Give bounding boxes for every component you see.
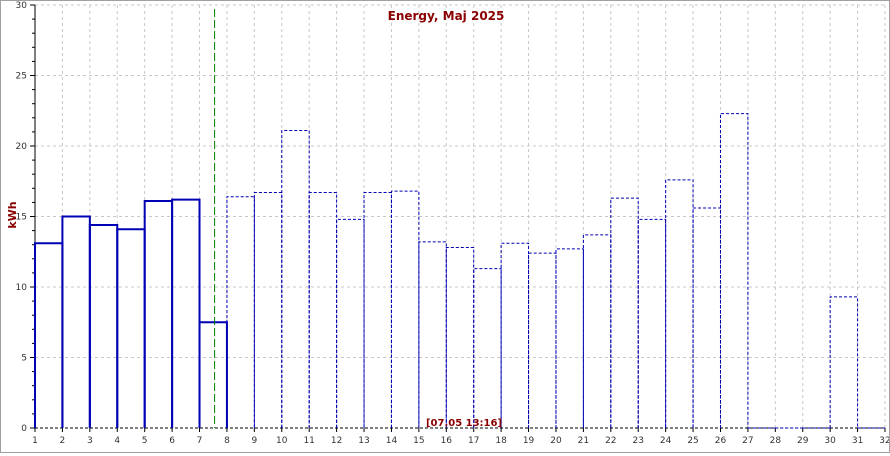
bar-estimate <box>473 268 502 428</box>
x-tick-label: 20 <box>550 436 562 446</box>
x-tick-label: 19 <box>523 436 535 446</box>
bar-actual <box>61 215 91 428</box>
chart-title: Energy, Maj 2025 <box>388 9 505 23</box>
x-tick-label: 22 <box>605 436 616 446</box>
y-tick-label: 25 <box>16 72 27 82</box>
x-tick-label: 14 <box>386 436 398 446</box>
x-tick-label: 7 <box>197 436 203 446</box>
current-time-label: [07.05 13:16] <box>426 418 502 429</box>
bar-estimate <box>719 113 749 428</box>
x-tick-label: 15 <box>413 436 424 446</box>
x-tick-label: 21 <box>578 436 589 446</box>
x-tick-label: 11 <box>303 436 314 446</box>
bar-estimate <box>582 234 612 428</box>
bar-estimate <box>829 296 859 428</box>
x-tick-label: 12 <box>331 436 342 446</box>
x-tick-label: 6 <box>169 436 175 446</box>
x-tick-label: 9 <box>251 436 257 446</box>
y-tick-label: 10 <box>16 283 28 293</box>
x-tick-label: 32 <box>879 436 889 446</box>
x-tick-label: 17 <box>468 436 479 446</box>
x-tick-label: 16 <box>441 436 453 446</box>
y-tick-label: 15 <box>16 213 27 223</box>
bar-estimate <box>363 192 392 428</box>
bar-estimate <box>336 218 365 428</box>
bar-estimate <box>555 248 584 428</box>
bar-estimate <box>390 190 420 428</box>
bar-estimate <box>665 179 694 428</box>
y-tick-label: 20 <box>16 142 28 152</box>
bar-actual <box>171 198 201 428</box>
x-tick-label: 13 <box>358 436 369 446</box>
x-tick-label: 28 <box>770 436 782 446</box>
bar-estimate <box>281 129 310 428</box>
x-tick-label: 24 <box>660 436 672 446</box>
y-tick-label: 5 <box>21 354 27 364</box>
bar-estimate <box>418 241 447 428</box>
bar-layer <box>34 113 885 429</box>
x-tick-label: 23 <box>632 436 643 446</box>
bar-estimate <box>253 192 283 428</box>
bar-actual <box>88 223 119 428</box>
bar-estimate <box>692 207 721 428</box>
x-tick-label: 2 <box>60 436 66 446</box>
x-tick-label: 26 <box>715 436 727 446</box>
bar-estimate <box>637 218 667 428</box>
x-tick-label: 30 <box>824 436 836 446</box>
x-tick-label: 10 <box>276 436 288 446</box>
x-tick-label: 4 <box>114 436 120 446</box>
x-tick-label: 25 <box>687 436 698 446</box>
y-axis-label: kWh <box>6 201 19 228</box>
x-tick-label: 27 <box>742 436 753 446</box>
x-tick-label: 18 <box>495 436 507 446</box>
grid-layer <box>35 4 886 428</box>
y-tick-label: 30 <box>16 1 28 11</box>
x-tick-label: 1 <box>32 436 38 446</box>
x-tick-label: 5 <box>142 436 148 446</box>
bar-actual <box>34 242 64 428</box>
bar-estimate <box>610 197 639 428</box>
x-tick-label: 3 <box>87 436 93 446</box>
bar-actual <box>143 199 174 428</box>
bar-estimate <box>226 196 255 428</box>
x-tick-label: 8 <box>224 436 230 446</box>
bar-actual <box>198 321 228 428</box>
bar-estimate <box>500 242 530 428</box>
bar-estimate <box>528 252 557 428</box>
x-tick-label: 31 <box>852 436 863 446</box>
y-tick-label: 0 <box>21 424 27 434</box>
bar-estimate <box>445 247 475 428</box>
x-tick-label: 29 <box>797 436 809 446</box>
bar-estimate <box>308 192 338 428</box>
bar-actual <box>116 228 146 428</box>
